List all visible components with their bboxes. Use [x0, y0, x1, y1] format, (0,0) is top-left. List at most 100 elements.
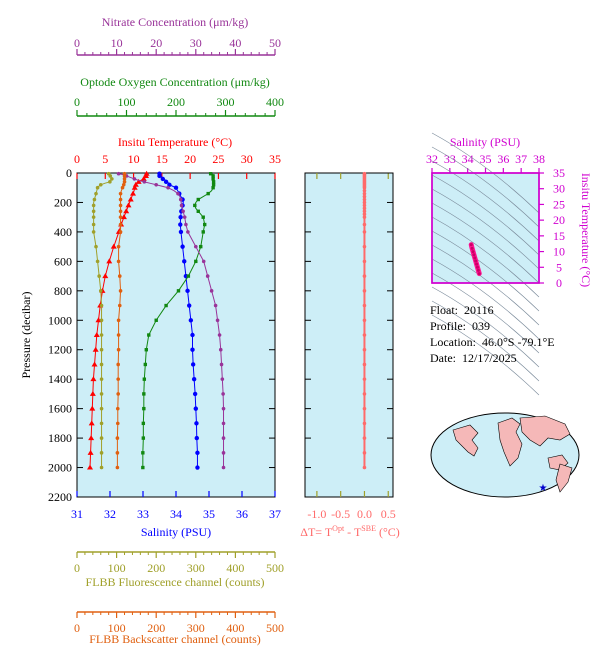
salinity-point: [178, 214, 183, 220]
backscatter-point: [116, 347, 121, 352]
nitrate-point: [213, 303, 218, 308]
salinity-point: [195, 465, 200, 470]
oxygen-point: [164, 303, 168, 308]
oxygen-point: [143, 362, 148, 367]
fluorescence-point: [94, 191, 98, 196]
dt-point: [362, 185, 367, 190]
ts-temperature-tick-label: 5: [556, 260, 562, 274]
ts-density-contour: [431, 314, 540, 396]
oxygen-point: [208, 172, 213, 176]
oxygen-tick-label: 0: [74, 95, 80, 109]
dt-point: [362, 200, 367, 205]
date-info: Date: 12/17/2025: [430, 351, 517, 366]
float-location-marker: ★: [539, 483, 548, 494]
pressure-axis-label: Pressure (decibar): [19, 292, 33, 379]
oxygen-point: [154, 318, 158, 322]
backscatter-point: [118, 191, 123, 196]
nitrate-point: [205, 274, 210, 278]
dt-point: [362, 333, 367, 337]
fluorescence-point: [99, 377, 104, 381]
fluorescence-point: [98, 289, 103, 293]
dt-label-part3: (°C): [376, 525, 400, 539]
nitrate-tick-label: 40: [229, 36, 241, 50]
ts-temperature-label: Insitu Temperature (°C): [579, 173, 593, 287]
nitrate-point: [154, 182, 158, 187]
map-continent-americas: [452, 424, 479, 457]
nitrate-point: [219, 362, 224, 367]
oxygen-point: [141, 436, 146, 440]
salinity-tick-label: 37: [269, 507, 281, 521]
backscatter-point: [118, 203, 123, 208]
backscatter-point: [118, 289, 123, 293]
fluorescence-point: [108, 174, 113, 178]
oxygen-axis: Optode Oxygen Concentration (μm/kg) 0 100…: [74, 75, 284, 117]
ts-density-contour: [431, 300, 540, 382]
pressure-tick-label: 1000: [48, 313, 72, 327]
ts-point: [473, 256, 477, 260]
backscatter-point: [116, 392, 120, 396]
backscatter-point: [118, 215, 123, 219]
dt-point: [362, 212, 367, 217]
ts-density-contour: [431, 174, 540, 256]
salinity-point: [194, 435, 199, 441]
salinity-point: [190, 332, 195, 338]
salinity-point: [190, 347, 195, 352]
salinity-tick-label: 34: [170, 507, 182, 521]
fluorescence-point: [95, 259, 100, 264]
oxygen-point: [194, 259, 198, 264]
oxygen-tick-label: 200: [167, 95, 185, 109]
nitrate-point: [217, 333, 222, 337]
oxygen-point: [211, 186, 215, 190]
dt-point: [362, 362, 367, 367]
ts-profile-line: [468, 242, 482, 277]
nitrate-point: [176, 191, 180, 196]
oxygen-point: [201, 230, 205, 234]
temperature-point: [123, 208, 130, 214]
pressure-tick-label: 800: [54, 284, 72, 298]
fluorescence-point: [98, 182, 103, 187]
nitrate-point: [221, 392, 225, 396]
temperature-tick-label: 0: [74, 152, 80, 166]
nitrate-tick-label: 10: [111, 36, 123, 50]
salinity-tick-label: 35: [203, 507, 215, 521]
backscatter-point: [120, 185, 125, 190]
fluorescence-point: [99, 421, 104, 426]
oxygen-point: [147, 333, 151, 337]
fluorescence-point: [110, 177, 114, 181]
pressure-tick-label: 200: [54, 195, 72, 209]
ts-point: [471, 250, 475, 254]
fluorescence-point: [97, 274, 101, 278]
backscatter-tick-label: 0: [74, 621, 80, 635]
dt-plot-area: [304, 172, 394, 498]
backscatter-point: [122, 180, 127, 184]
backscatter-point: [116, 259, 121, 264]
ts-temperature-tick-label: 30: [553, 182, 565, 196]
backscatter-point: [122, 174, 127, 178]
oxygen-point: [211, 183, 216, 187]
backscatter-point: [116, 377, 120, 381]
backscatter-tick-label: 200: [147, 621, 165, 635]
nitrate-point: [132, 177, 137, 181]
fluorescence-point: [91, 203, 96, 208]
temperature-point: [140, 175, 147, 181]
salinity-point: [178, 229, 184, 235]
fluorescence-point: [94, 244, 98, 249]
dt-point: [362, 194, 367, 199]
profile-label: Profile:: [430, 319, 466, 333]
dt-point: [362, 215, 367, 219]
oxygen-point: [141, 465, 145, 470]
ts-salinity-tick-label: 34: [462, 152, 474, 166]
dt-point: [362, 436, 367, 440]
fluorescence-point: [99, 347, 104, 352]
ts-point: [475, 262, 479, 266]
temperature-point: [92, 346, 99, 352]
ts-density-contour: [431, 286, 540, 368]
date-value: 12/17/2025: [462, 351, 517, 365]
temperature-point: [102, 273, 109, 279]
fluorescence-tick-label: 500: [266, 561, 284, 575]
nitrate-axis-label: Nitrate Concentration (μm/kg): [102, 15, 248, 29]
salinity-point: [188, 318, 194, 323]
temperature-point: [130, 190, 137, 196]
backscatter-point: [118, 230, 123, 234]
